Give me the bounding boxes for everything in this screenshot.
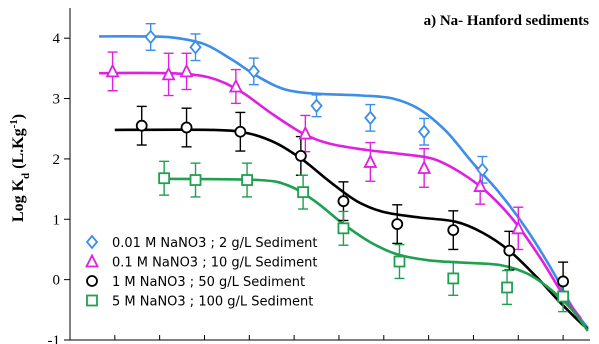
legend: 0.01 M NaNO3 ; 2 g/L Sediment 0.1 M NaNO3… <box>85 234 318 310</box>
data-point-series-4 <box>158 172 171 185</box>
fit-curve-series-4 <box>164 177 589 332</box>
fit-curve-series-2 <box>99 71 583 320</box>
data-point-series-1 <box>417 124 431 140</box>
data-point-series-4 <box>501 281 513 294</box>
data-point-series-3 <box>503 244 516 257</box>
data-point-series-1 <box>476 162 489 178</box>
legend-label-series-2: 0.1 M NaNO3 ; 10 g/L Sediment <box>112 256 318 271</box>
legend-marker-series-4 <box>86 294 98 307</box>
x-axis-ticks <box>114 335 564 340</box>
data-point-series-2 <box>298 125 313 140</box>
y-label-units: (L.Kg <box>10 128 27 172</box>
y-tick-label: 4 <box>53 31 61 47</box>
data-point-series-1 <box>247 63 260 79</box>
data-point-series-4 <box>241 174 253 186</box>
data-point-series-4 <box>189 174 202 186</box>
data-point-series-1 <box>310 98 323 114</box>
y-label-subscript: d <box>20 173 32 179</box>
data-markers <box>105 29 570 303</box>
y-tick-label: 0 <box>53 273 61 289</box>
y-axis-label: Log Kd (L.Kg-1) <box>8 114 32 222</box>
y-tick-label: 2 <box>53 152 61 168</box>
legend-label-series-4: 5 M NaNO3 ; 100 g/L Sediment <box>112 295 313 310</box>
data-point-series-3 <box>294 149 307 162</box>
data-point-series-3 <box>180 121 193 134</box>
data-point-series-4 <box>447 272 460 285</box>
data-point-series-2 <box>511 220 526 235</box>
data-point-series-2 <box>228 78 243 93</box>
chart-title: a) Na- Hanford sediments <box>424 13 590 29</box>
data-point-series-2 <box>179 63 194 78</box>
data-point-series-3 <box>337 195 350 208</box>
legend-marker-series-1 <box>85 234 99 250</box>
data-point-series-4 <box>393 255 406 268</box>
y-tick-label: 3 <box>53 92 61 108</box>
data-point-series-3 <box>447 224 460 237</box>
data-point-series-3 <box>557 275 570 288</box>
legend-label-series-3: 1 M NaNO3 ; 50 g/L Sediment <box>112 275 305 290</box>
data-point-series-1 <box>189 39 202 55</box>
y-label-superscript: -1 <box>8 119 20 128</box>
plot-frame <box>69 8 590 341</box>
data-point-series-3 <box>135 119 148 132</box>
data-point-series-2 <box>363 153 378 168</box>
legend-marker-series-2 <box>85 253 99 268</box>
data-point-series-4 <box>557 290 570 303</box>
data-point-series-1 <box>364 110 377 126</box>
legend-marker-series-3 <box>86 275 98 287</box>
data-point-series-2 <box>161 66 176 81</box>
data-point-series-3 <box>234 125 247 138</box>
data-point-series-1 <box>144 29 157 45</box>
y-tick-label: 1 <box>53 212 61 228</box>
legend-label-series-1: 0.01 M NaNO3 ; 2 g/L Sediment <box>112 236 318 251</box>
y-tick-label: -1 <box>48 333 61 344</box>
data-point-series-4 <box>297 186 310 199</box>
data-point-series-2 <box>105 63 120 78</box>
data-point-series-2 <box>473 178 488 192</box>
y-label-main: Log K <box>10 178 27 222</box>
data-point-series-2 <box>417 159 432 174</box>
data-point-series-4 <box>337 222 350 235</box>
y-axis-ticks: -1 0 1 2 3 4 <box>48 31 70 344</box>
y-label-close: ) <box>10 114 27 119</box>
fit-curve-series-1 <box>99 35 589 329</box>
data-point-series-3 <box>391 218 404 231</box>
